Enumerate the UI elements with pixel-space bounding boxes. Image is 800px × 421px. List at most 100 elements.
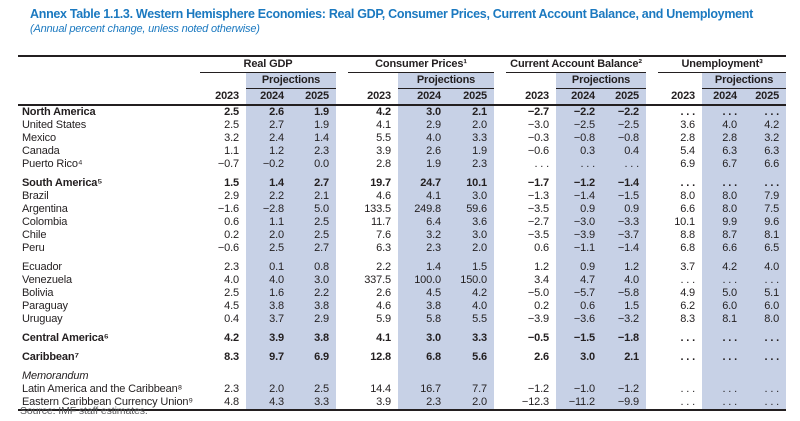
value-cell: 8.3	[224, 351, 239, 363]
value-cell: 2.5	[291, 216, 336, 229]
value-cell: −1.1	[556, 242, 603, 255]
value-cell: 4.0	[744, 255, 787, 274]
table-row: Argentina −1.6 −2.8 5.0 133.5 249.8 59.6 −3.5 0.…	[18, 203, 787, 216]
value-cell: 2.0	[448, 396, 495, 410]
value-cell: 2.9	[398, 119, 448, 132]
spacer-cell	[336, 203, 348, 216]
value-cell: −1.4	[556, 190, 603, 203]
row-label: Puerto Rico⁴	[22, 158, 83, 170]
value-cell: 4.2	[224, 332, 239, 344]
value-cell: 8.8	[680, 229, 696, 241]
spacer-cell	[336, 132, 348, 145]
row-label: Caribbean⁷	[22, 351, 79, 363]
value-cell: −9.9	[602, 396, 647, 410]
spacer-cell	[336, 72, 348, 89]
value-cell: −1.8	[602, 326, 647, 345]
year-header: 2025	[602, 88, 647, 106]
value-cell: −3.9	[556, 229, 603, 242]
value-cell: . . .	[702, 171, 745, 190]
value-cell: −1.6	[217, 203, 239, 215]
spacer-cell	[494, 383, 507, 396]
value-cell: 3.3	[448, 132, 495, 145]
blank-cell	[200, 73, 246, 89]
value-cell: 8.0	[702, 203, 745, 216]
value-cell: 2.2	[246, 190, 291, 203]
value-cell: −2.2	[602, 105, 647, 119]
row-label: Canada	[22, 145, 60, 157]
value-cell: 3.2	[398, 229, 448, 242]
value-cell: 4.2	[448, 287, 495, 300]
value-cell	[448, 364, 495, 383]
value-cell: 2.1	[602, 345, 647, 364]
value-cell: . . .	[680, 332, 696, 344]
value-cell: 3.2	[224, 132, 239, 144]
value-cell: −3.5	[527, 229, 550, 241]
value-cell: 7.6	[376, 229, 391, 241]
value-cell: 2.7	[246, 119, 291, 132]
value-cell: −0.5	[527, 332, 550, 344]
table-row: Uruguay 0.4 3.7 2.9 5.9 5.8 5.5 −3.9 −3.6 −3.2 8.3…	[18, 313, 787, 326]
table-row: Ecuador 2.3 0.1 0.8 2.2 1.4 1.5 1.2 0.9 1.2 3.7 4.2…	[18, 255, 787, 274]
value-cell	[246, 364, 291, 383]
value-cell: 2.0	[246, 383, 291, 396]
value-cell: −1.2	[527, 383, 550, 395]
value-cell: 2.1	[448, 105, 495, 119]
spacer-cell	[646, 287, 659, 300]
spacer-cell	[646, 274, 659, 287]
row-label: Eastern Caribbean Currency Union⁹	[22, 396, 193, 408]
value-cell: 5.6	[448, 345, 495, 364]
value-cell: 0.4	[224, 313, 239, 325]
value-cell: 6.4	[398, 216, 448, 229]
value-cell: 2.5	[224, 119, 239, 131]
table-row: Chile 0.2 2.0 2.5 7.6 3.2 3.0 −3.5 −3.9 −3.7 8.8 8.…	[18, 229, 787, 242]
projections-header: Projections	[398, 72, 495, 89]
spacer-cell	[494, 300, 507, 313]
table-row: Venezuela 4.0 4.0 3.0 337.5 100.0 150.0 3.4 4.7 4…	[18, 274, 787, 287]
value-cell: 6.8	[398, 345, 448, 364]
table-row: Latin America and the Caribbean⁸ 2.3 2.0 2.…	[18, 383, 787, 396]
spacer-cell	[336, 119, 348, 132]
value-cell: −1.5	[602, 190, 647, 203]
value-cell: 2.3	[448, 158, 495, 171]
value-cell: 4.0	[448, 300, 495, 313]
table-row: Peru −0.6 2.5 2.7 6.3 2.3 2.0 0.6 −1.1 −1.4 6.8 6.6…	[18, 242, 787, 255]
table-row: Memorandum	[18, 364, 787, 383]
spacer-cell	[646, 364, 659, 383]
value-cell: −1.4	[602, 242, 647, 255]
value-cell: 2.6	[376, 287, 391, 299]
value-cell: 0.9	[602, 203, 647, 216]
value-cell: 7.5	[744, 203, 787, 216]
value-cell: . . .	[744, 105, 787, 119]
value-cell: 6.3	[376, 242, 391, 254]
value-cell: . . .	[744, 345, 787, 364]
value-cell: 10.1	[674, 216, 696, 228]
value-cell	[506, 364, 556, 383]
spacer-cell	[646, 242, 659, 255]
value-cell: . . .	[602, 158, 647, 171]
spacer-cell	[336, 396, 348, 410]
value-cell: 1.2	[534, 261, 550, 273]
value-cell: 2.3	[224, 383, 239, 395]
value-cell: −2.5	[556, 119, 603, 132]
value-cell: 9.9	[702, 216, 745, 229]
value-cell	[398, 364, 448, 383]
value-cell: 4.1	[376, 332, 391, 344]
spacer-cell	[646, 396, 659, 410]
year-header: 2023	[506, 88, 557, 106]
value-cell: 2.5	[246, 242, 291, 255]
spacer-cell	[646, 105, 659, 119]
value-cell: 9.6	[744, 216, 787, 229]
blank-cell	[658, 73, 702, 89]
value-cell: −0.3	[527, 132, 550, 144]
year-header: 2023	[658, 88, 703, 106]
value-cell: 4.1	[398, 190, 448, 203]
value-cell: 1.2	[246, 145, 291, 158]
value-cell: 0.4	[602, 145, 647, 158]
value-cell: −1.2	[556, 171, 603, 190]
value-cell: −1.5	[556, 326, 603, 345]
row-label: North America	[22, 106, 96, 118]
spacer-cell	[336, 326, 348, 345]
value-cell: 4.5	[224, 300, 239, 312]
spacer-cell	[336, 287, 348, 300]
value-cell: . . .	[680, 396, 696, 408]
